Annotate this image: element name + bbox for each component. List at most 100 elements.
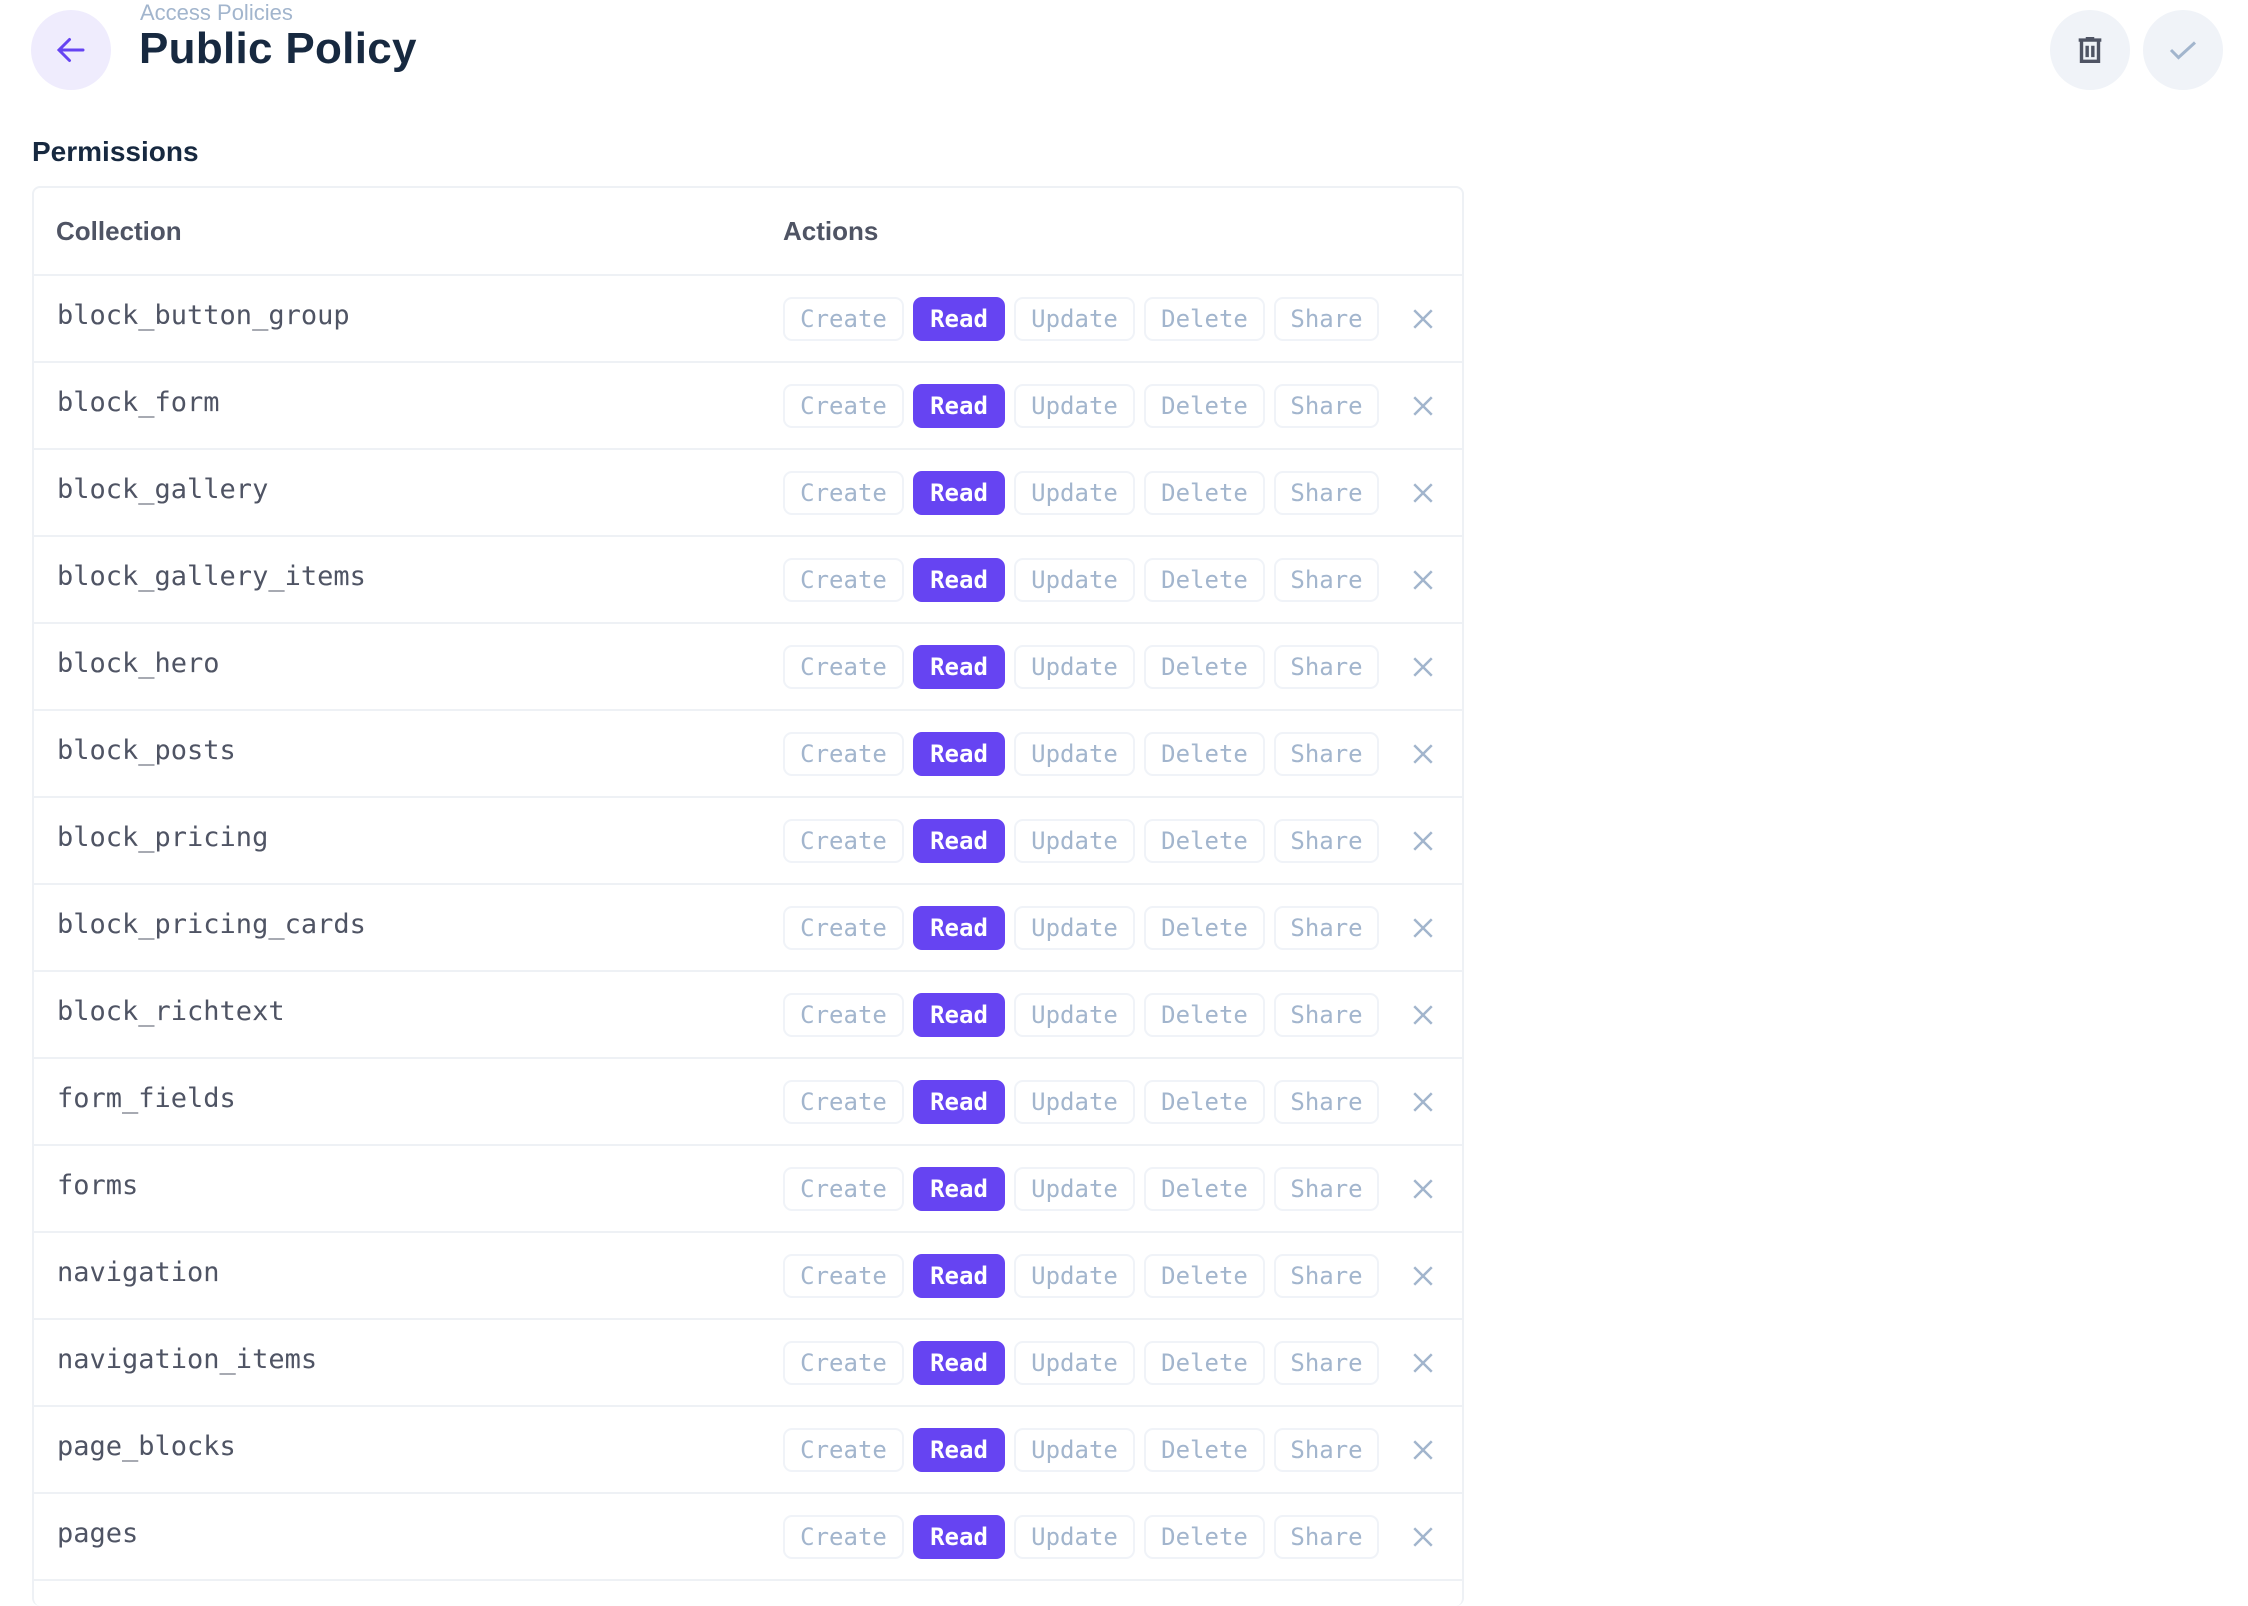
create-toggle[interactable]: Create (783, 1167, 904, 1211)
read-toggle[interactable]: Read (913, 906, 1005, 950)
delete-toggle[interactable]: Delete (1144, 993, 1265, 1037)
update-toggle[interactable]: Update (1014, 819, 1135, 863)
update-toggle[interactable]: Update (1014, 1254, 1135, 1298)
delete-toggle[interactable]: Delete (1144, 297, 1265, 341)
delete-toggle[interactable]: Delete (1144, 819, 1265, 863)
close-icon[interactable] (1408, 826, 1438, 856)
delete-toggle[interactable]: Delete (1144, 558, 1265, 602)
update-toggle[interactable]: Update (1014, 297, 1135, 341)
delete-toggle[interactable]: Delete (1144, 906, 1265, 950)
delete-toggle[interactable]: Delete (1144, 1341, 1265, 1385)
share-toggle[interactable]: Share (1274, 1167, 1379, 1211)
update-toggle[interactable]: Update (1014, 1341, 1135, 1385)
update-toggle[interactable]: Update (1014, 471, 1135, 515)
close-icon[interactable] (1408, 391, 1438, 421)
create-toggle[interactable]: Create (783, 906, 904, 950)
back-button[interactable] (31, 10, 111, 90)
create-toggle[interactable]: Create (783, 297, 904, 341)
actions: Create Read Update Delete Share (783, 993, 1438, 1037)
update-toggle[interactable]: Update (1014, 1167, 1135, 1211)
create-toggle[interactable]: Create (783, 558, 904, 602)
share-toggle[interactable]: Share (1274, 906, 1379, 950)
share-toggle[interactable]: Share (1274, 384, 1379, 428)
close-icon[interactable] (1408, 913, 1438, 943)
read-toggle[interactable]: Read (913, 1254, 1005, 1298)
delete-toggle[interactable]: Delete (1144, 732, 1265, 776)
delete-toggle[interactable]: Delete (1144, 1428, 1265, 1472)
read-toggle[interactable]: Read (913, 993, 1005, 1037)
read-toggle[interactable]: Read (913, 558, 1005, 602)
delete-button[interactable] (2050, 10, 2130, 90)
share-toggle[interactable]: Share (1274, 993, 1379, 1037)
delete-toggle[interactable]: Delete (1144, 1254, 1265, 1298)
delete-toggle[interactable]: Delete (1144, 645, 1265, 689)
share-toggle[interactable]: Share (1274, 558, 1379, 602)
delete-toggle[interactable]: Delete (1144, 384, 1265, 428)
breadcrumb[interactable]: Access Policies (140, 0, 293, 25)
share-toggle[interactable]: Share (1274, 1428, 1379, 1472)
close-icon[interactable] (1408, 1087, 1438, 1117)
close-icon[interactable] (1408, 1435, 1438, 1465)
create-toggle[interactable]: Create (783, 1080, 904, 1124)
update-toggle[interactable]: Update (1014, 1428, 1135, 1472)
close-icon[interactable] (1408, 304, 1438, 334)
table-row: navigation_items Create Read Update Delete Sh… (34, 1320, 1462, 1407)
share-toggle[interactable]: Share (1274, 1254, 1379, 1298)
read-toggle[interactable]: Read (913, 384, 1005, 428)
share-toggle[interactable]: Share (1274, 1515, 1379, 1559)
create-toggle[interactable]: Create (783, 732, 904, 776)
read-toggle[interactable]: Read (913, 1167, 1005, 1211)
read-toggle[interactable]: Read (913, 1515, 1005, 1559)
save-button[interactable] (2143, 10, 2223, 90)
delete-toggle[interactable]: Delete (1144, 1080, 1265, 1124)
table-row: block_pricing_cards Create Read Update Delet… (34, 885, 1462, 972)
read-toggle[interactable]: Read (913, 645, 1005, 689)
create-toggle[interactable]: Create (783, 384, 904, 428)
delete-toggle[interactable]: Delete (1144, 1515, 1265, 1559)
create-toggle[interactable]: Create (783, 471, 904, 515)
create-toggle[interactable]: Create (783, 1341, 904, 1385)
create-toggle[interactable]: Create (783, 1428, 904, 1472)
create-toggle[interactable]: Create (783, 993, 904, 1037)
collection-name: block_pricing_cards (57, 909, 366, 940)
section-title: Permissions (32, 136, 199, 167)
delete-toggle[interactable]: Delete (1144, 1167, 1265, 1211)
read-toggle[interactable]: Read (913, 1428, 1005, 1472)
share-toggle[interactable]: Share (1274, 732, 1379, 776)
update-toggle[interactable]: Update (1014, 732, 1135, 776)
close-icon[interactable] (1408, 1522, 1438, 1552)
share-toggle[interactable]: Share (1274, 1341, 1379, 1385)
read-toggle[interactable]: Read (913, 297, 1005, 341)
create-toggle[interactable]: Create (783, 819, 904, 863)
update-toggle[interactable]: Update (1014, 1080, 1135, 1124)
update-toggle[interactable]: Update (1014, 993, 1135, 1037)
share-toggle[interactable]: Share (1274, 471, 1379, 515)
create-toggle[interactable]: Create (783, 1254, 904, 1298)
update-toggle[interactable]: Update (1014, 384, 1135, 428)
close-icon[interactable] (1408, 1261, 1438, 1291)
read-toggle[interactable]: Read (913, 732, 1005, 776)
close-icon[interactable] (1408, 1174, 1438, 1204)
close-icon[interactable] (1408, 739, 1438, 769)
close-icon[interactable] (1408, 565, 1438, 595)
read-toggle[interactable]: Read (913, 819, 1005, 863)
close-icon[interactable] (1408, 1348, 1438, 1378)
create-toggle[interactable]: Create (783, 645, 904, 689)
read-toggle[interactable]: Read (913, 471, 1005, 515)
delete-toggle[interactable]: Delete (1144, 471, 1265, 515)
close-icon[interactable] (1408, 652, 1438, 682)
close-icon[interactable] (1408, 478, 1438, 508)
share-toggle[interactable]: Share (1274, 1080, 1379, 1124)
collection-name: block_pricing (57, 822, 269, 853)
update-toggle[interactable]: Update (1014, 645, 1135, 689)
create-toggle[interactable]: Create (783, 1515, 904, 1559)
share-toggle[interactable]: Share (1274, 645, 1379, 689)
update-toggle[interactable]: Update (1014, 558, 1135, 602)
read-toggle[interactable]: Read (913, 1341, 1005, 1385)
share-toggle[interactable]: Share (1274, 819, 1379, 863)
share-toggle[interactable]: Share (1274, 297, 1379, 341)
read-toggle[interactable]: Read (913, 1080, 1005, 1124)
update-toggle[interactable]: Update (1014, 906, 1135, 950)
update-toggle[interactable]: Update (1014, 1515, 1135, 1559)
close-icon[interactable] (1408, 1000, 1438, 1030)
